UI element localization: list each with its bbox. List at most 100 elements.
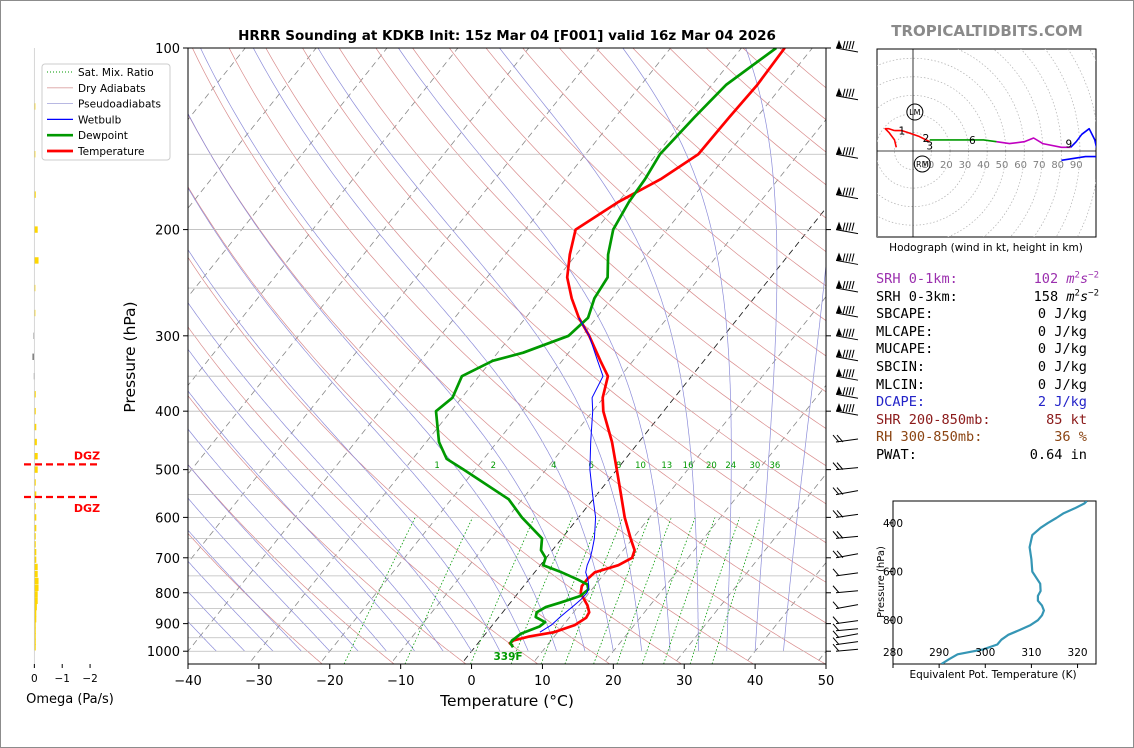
barb-tick [832,462,840,470]
omega-bar [34,524,37,532]
barb-tick [832,568,840,577]
omega-bar [34,570,38,578]
skewt-plot-frame [187,47,827,665]
barb-flag [836,348,842,357]
barb-tick [848,222,852,231]
pseudoadiabat [252,48,614,652]
omega-bar [34,541,36,548]
param-row: SBCAPE: 0 J/kg [876,306,1101,324]
param-row: DCAPE: 2 J/kg [876,394,1101,412]
barb-tick [848,253,852,262]
omega-bar [34,226,38,233]
barb-tick [848,187,852,196]
x-axis-label: Temperature (°C) [439,692,574,710]
barb-tick [832,531,840,539]
barb-tick [832,616,840,624]
barb-tick [845,40,849,50]
barb-tick [848,369,852,378]
y-tick-label: 200 [155,224,180,239]
param-label: SRH 0-1km: [876,271,958,287]
param-number: 102 [1033,271,1059,287]
legend-box [41,63,171,161]
barb-tick [851,222,855,231]
pseudoadiabat [188,112,557,652]
barb-tick [842,305,846,315]
sounding-parameters: SRH 0-1km: 102 m2s−2 SRH 0-3km: 158 m2s−2 SB… [876,271,1101,465]
omega-bar [34,491,37,498]
dry-adiabat [188,113,755,664]
mixing-ratio-label: 10 [635,461,646,471]
omega-bar [34,479,36,486]
mixing-ratio-line [343,517,416,664]
mixing-ratio-label: 16 [683,461,694,471]
hodograph-ring-label: 50 [996,160,1009,171]
hodograph-frame [876,48,1097,238]
barb-flag [836,87,842,96]
barb-tick [845,387,849,396]
barb-tick [851,387,855,396]
hodograph-ring-label: 80 [1051,160,1064,171]
barb-flag [836,252,842,261]
dgz-label: DGZ [74,502,100,515]
y-tick-label: 600 [155,511,180,526]
barb-tick [845,349,849,358]
dewpoint-trace [434,48,777,649]
omega-bar [34,563,38,571]
dry-adiabat [302,48,826,544]
barb-tick [842,40,846,50]
barb-tick [842,404,846,413]
param-number: 158 [1033,288,1059,305]
barb-tick [851,187,855,196]
mixing-ratio-line [663,517,716,664]
barb-tick [842,88,846,97]
barb-tick [845,222,849,231]
omega-bar [32,353,35,360]
param-value: 0 J/kg [1037,358,1087,375]
theta-e-xtick-label: 320 [1068,647,1088,659]
param-unit: m2s−2 [1066,288,1099,305]
theta-e-ylabel: Pressure (hPa) [876,546,887,618]
mixing-ratio-line [470,517,535,664]
mixing-ratio-line [404,517,473,664]
barb-shaft [835,572,859,577]
y-tick-label: 900 [155,618,180,633]
param-label: SHR 200-850mb: [876,411,991,428]
dry-adiabat [192,48,826,664]
hodograph-ring-label: 10 [921,160,934,171]
dry-adiabat [448,48,826,393]
omega-bar [34,591,38,598]
barb-shaft [835,633,859,639]
barb-tick [851,369,855,378]
hodograph-height-label: 9 [1065,139,1072,151]
barb-tick [848,280,852,290]
pseudoadiabat [745,48,778,652]
barb-tick [851,404,855,413]
barb-flag [836,146,842,155]
isotherm [188,48,601,564]
hodograph-ring-label: 40 [977,160,990,171]
barb-tick [851,280,855,290]
barb-tick [832,487,840,495]
omega-bar [34,391,36,398]
omega-bar [34,514,37,521]
brand-logo: TROPICALTIDBITS.COM [891,22,1083,40]
barb-shaft [835,259,859,265]
barb-tick [845,280,849,290]
theta-e-ytick-label: 800 [883,615,903,627]
omega-bar [34,627,36,634]
param-value: 36 % [1054,429,1087,446]
barb-tick [851,253,855,262]
barb-tick [836,462,844,470]
dry-adiabat [412,48,826,429]
barb-tick [842,369,846,378]
barb-tick [842,147,846,156]
pseudoadiabat [317,48,643,652]
omega-bar [34,603,37,611]
hodograph: 10 20 30 40 50 60 70 80 90 1 23 6 9 LM RM [876,48,1097,238]
y-axis-label: Pressure (hPa) [121,301,139,412]
barb-shaft [835,47,859,53]
barb-tick [845,253,849,262]
x-tick-label: 50 [818,674,835,689]
barb-shaft [835,356,859,362]
